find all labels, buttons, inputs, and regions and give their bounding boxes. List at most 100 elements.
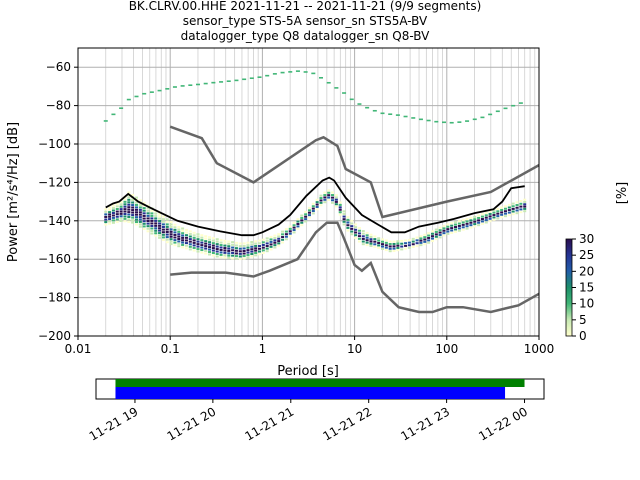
colorbar-tick-label: 15 — [579, 281, 594, 295]
ppsd-bin — [204, 237, 208, 240]
ppsd-bin — [250, 250, 254, 253]
ppsd-bin-high — [380, 112, 385, 115]
ppsd-bin — [250, 255, 254, 258]
ppsd-bin — [254, 242, 258, 245]
ppsd-bin — [327, 191, 331, 194]
ppsd-bin — [173, 228, 177, 231]
ppsd-bin — [234, 249, 238, 252]
ppsd-bin — [146, 230, 150, 233]
ppsd-bin — [319, 197, 323, 200]
plot-area — [78, 48, 539, 336]
ppsd-bin — [127, 203, 131, 206]
ppsd-bin — [396, 249, 400, 252]
ppsd-bin — [496, 207, 500, 210]
ppsd-bin — [161, 233, 165, 236]
ppsd-bin — [204, 250, 208, 253]
ppsd-bin — [304, 215, 308, 218]
ppsd-bin — [115, 218, 119, 221]
ppsd-bin — [169, 240, 173, 243]
ppsd-bin — [154, 224, 158, 227]
ppsd-bin-high — [503, 107, 508, 110]
ppsd-bin — [135, 208, 139, 211]
ppsd-bin-high — [342, 92, 347, 94]
ppsd-bin — [477, 219, 481, 222]
ppsd-bin — [165, 223, 169, 226]
ppsd-bin — [158, 227, 162, 230]
ppsd-bin — [265, 242, 269, 245]
ppsd-bin — [503, 205, 507, 208]
ppsd-bin-high — [418, 118, 423, 121]
chart-title-line-1: BK.CLRV.00.HHE 2021-11-21 -- 2021-11-21 … — [129, 0, 482, 13]
ppsd-bin — [169, 221, 173, 224]
ppsd-bin — [284, 235, 288, 238]
ppsd-bin — [434, 233, 438, 236]
ppsd-bin — [161, 215, 165, 218]
ppsd-bin — [373, 235, 377, 238]
ppsd-bin — [323, 196, 327, 199]
ppsd-bin — [138, 199, 142, 202]
ppsd-bin — [361, 230, 365, 233]
ppsd-bin — [484, 211, 488, 214]
ppsd-bin — [181, 239, 185, 242]
ppsd-bin-high — [242, 78, 247, 81]
ppsd-bin — [465, 227, 469, 230]
ppsd-bin — [480, 213, 484, 216]
ppsd-bin — [307, 209, 311, 212]
ppsd-bin — [108, 211, 112, 214]
ppsd-bin — [315, 208, 319, 211]
ppsd-bin — [227, 240, 231, 243]
x-tick-label: 1 — [259, 342, 267, 356]
ppsd-bin — [138, 223, 142, 226]
ppsd-bin — [246, 246, 250, 249]
ppsd-bin — [277, 233, 281, 236]
ppsd-bin — [246, 249, 250, 252]
ppsd-bin — [354, 223, 358, 226]
ppsd-bin — [154, 222, 158, 225]
ppsd-bin — [273, 246, 277, 249]
ppsd-bin — [477, 224, 481, 227]
ppsd-bin — [158, 212, 162, 215]
ppsd-bin — [450, 227, 454, 230]
ppsd-bin — [184, 239, 188, 242]
ppsd-bin — [158, 222, 162, 225]
ppsd-bin — [138, 208, 142, 211]
ppsd-bin — [284, 228, 288, 231]
ppsd-bin — [234, 241, 238, 244]
ppsd-bin — [123, 217, 127, 220]
ppsd-bin — [369, 233, 373, 236]
ppsd-bin — [354, 236, 358, 239]
ppsd-bin — [111, 221, 115, 224]
ppsd-bin — [204, 242, 208, 245]
ppsd-bin — [388, 240, 392, 243]
ppsd-bin — [523, 207, 527, 210]
ppsd-bin-high — [511, 104, 516, 107]
x-axis-ticks: 0.01 0.1 1 10 100 1000 — [65, 336, 554, 356]
ppsd-bin-high — [103, 120, 108, 122]
ppsd-bin-high — [365, 106, 370, 109]
y-tick-label: −200 — [38, 329, 71, 343]
ppsd-bin — [150, 212, 154, 215]
ppsd-bin — [119, 217, 123, 220]
ppsd-bin — [104, 218, 108, 221]
ppsd-bin — [388, 247, 392, 250]
ppsd-bin — [327, 198, 331, 201]
ppsd-bin — [184, 234, 188, 237]
ppsd-bin — [138, 206, 142, 209]
ppsd-bin — [288, 235, 292, 238]
ppsd-bin — [300, 214, 304, 217]
x-tick-label: 100 — [435, 342, 458, 356]
ppsd-bin — [319, 201, 323, 204]
ppsd-bin-high — [326, 81, 331, 84]
ppsd-bin — [200, 244, 204, 247]
ppsd-bin — [227, 252, 231, 255]
ppsd-bin — [369, 244, 373, 247]
ppsd-bin — [123, 198, 127, 201]
ppsd-bin — [461, 223, 465, 226]
ppsd-segments-bar — [115, 387, 506, 399]
ppsd-bin — [381, 243, 385, 246]
ppsd-bin — [496, 210, 500, 213]
data-coverage-bar — [115, 379, 525, 387]
ppsd-bin — [146, 222, 150, 225]
ppsd-bin — [430, 237, 434, 240]
ppsd-bin — [135, 196, 139, 199]
